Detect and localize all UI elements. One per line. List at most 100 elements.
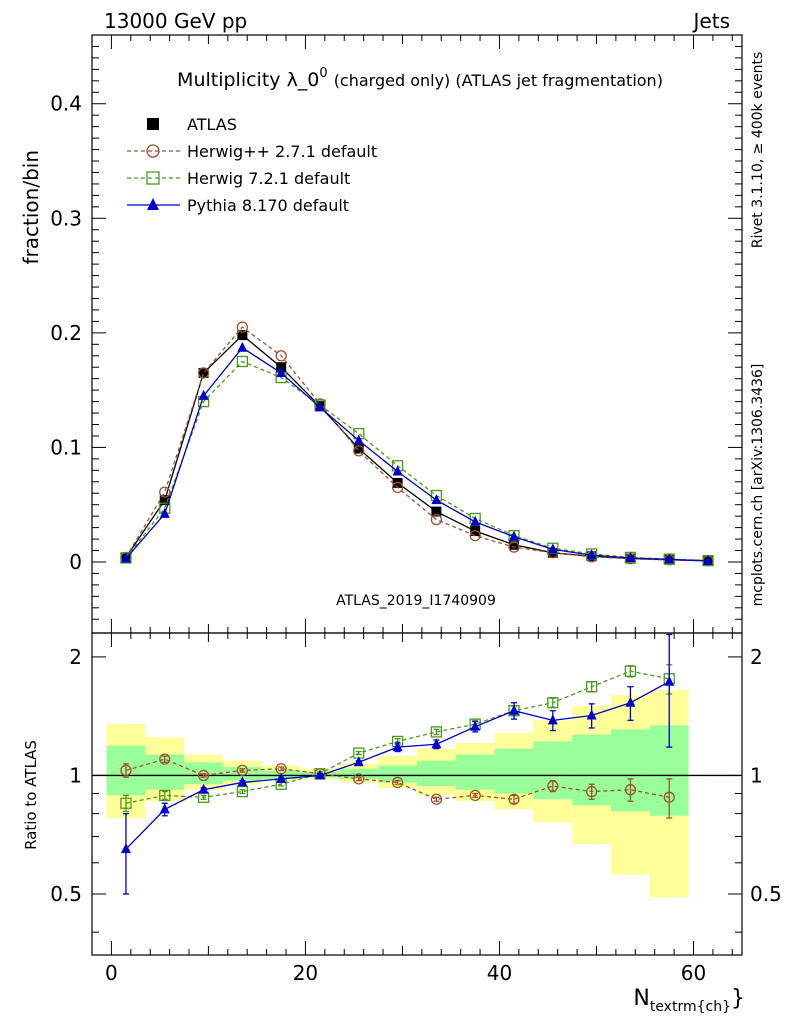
stat-uncertainty-band	[417, 760, 456, 787]
ratio-point	[392, 741, 403, 752]
title-sup: 0	[319, 66, 327, 81]
main-y-tick-label: 0.1	[50, 435, 82, 459]
ratio-point	[353, 773, 365, 785]
ratio-y-tick-label-right: 2	[750, 645, 763, 669]
legend-marker	[146, 144, 160, 158]
ratio-point	[663, 791, 675, 803]
ratio-point	[625, 696, 636, 707]
data-point	[120, 552, 131, 563]
ratio-series-line	[125, 758, 670, 800]
data-point	[237, 341, 248, 352]
data-point	[586, 549, 597, 560]
title-main: Multiplicity λ_0	[177, 69, 319, 91]
legend-label: Pythia 8.170 default	[187, 196, 349, 215]
ratio-point	[314, 769, 325, 780]
main-panel: 00.10.20.30.4 Multiplicity λ_00 (charged …	[19, 34, 743, 634]
legend-marker	[147, 198, 159, 210]
data-point	[430, 513, 443, 526]
ratio-point	[547, 780, 559, 792]
ratio-y-tick-label: 1	[69, 763, 82, 787]
data-point	[509, 530, 520, 541]
xlabel-close: }	[731, 986, 745, 1011]
main-y-tick-label: 0.3	[50, 206, 82, 230]
series-line	[125, 360, 709, 562]
series-pythia-8-170-default	[120, 341, 714, 565]
data-point	[392, 465, 403, 476]
ratio-point	[159, 789, 171, 802]
x-tick-label: 60	[681, 961, 706, 985]
data-point	[431, 494, 442, 505]
ratio-point	[236, 785, 249, 798]
data-point	[469, 529, 481, 542]
ratio-point	[276, 772, 287, 783]
ratio-point	[585, 681, 598, 693]
ratio-point	[469, 789, 481, 802]
ratio-point	[585, 785, 598, 798]
ratio-plot-area: 0 20 40 60 0.5 0.5 1 1 2 2	[50, 633, 782, 985]
mcplots-label: mcplots.cern.ch [arXiv:1306.3436]	[750, 364, 766, 607]
legend-label: Herwig 7.2.1 default	[187, 169, 350, 188]
ratio-point	[120, 843, 131, 854]
legend-label: Herwig++ 2.7.1 default	[187, 142, 377, 161]
data-point	[509, 539, 520, 550]
series-line	[125, 346, 709, 562]
data-point	[625, 551, 636, 562]
data-point	[547, 543, 558, 554]
data-point	[236, 355, 249, 368]
ratio-panel: 0 20 40 60 0.5 0.5 1 1 2 2 Ratio to ATLAS Ntextrm…	[22, 632, 782, 1015]
xlabel-main: N	[633, 986, 649, 1011]
ratio-ylabel: Ratio to ATLAS	[22, 740, 40, 850]
ratio-point	[547, 697, 559, 709]
main-title: Multiplicity λ_00 (charged only) (ATLAS j…	[177, 66, 663, 91]
ratio-point	[237, 776, 248, 787]
legend: ATLAS Herwig++ 2.7.1 default Herwig 7.2.1 …	[127, 115, 377, 215]
ratio-point	[430, 726, 443, 738]
ratio-point	[391, 776, 404, 789]
legend-label: ATLAS	[187, 115, 237, 134]
ratio-point	[470, 720, 481, 731]
ratio-y-tick-label-right: 1	[750, 763, 763, 787]
series-herwig-2-7-1-default	[120, 321, 714, 567]
ratio-y-tick-label: 2	[69, 645, 82, 669]
ratio-frame	[91, 632, 743, 956]
data-point	[508, 541, 520, 553]
ratio-point	[353, 756, 364, 767]
data-point	[198, 389, 209, 400]
ratio-point	[586, 709, 597, 720]
ratio-y-tick-label-right: 0.5	[750, 882, 782, 906]
ratio-point	[547, 714, 558, 725]
data-point	[431, 506, 442, 517]
ratio-point	[624, 665, 637, 677]
ratio-point	[198, 783, 209, 794]
data-point	[198, 367, 209, 378]
series-line	[125, 334, 709, 562]
main-ylabel: fraction/bin	[19, 150, 43, 265]
data-point	[197, 367, 210, 379]
data-point	[664, 553, 675, 564]
data-point	[159, 507, 170, 518]
legend-item-herwig-2-7-1-default: Herwig++ 2.7.1 default	[127, 142, 377, 161]
ratio-point	[508, 793, 520, 805]
ratio-series-pythia-8-170-default	[120, 633, 675, 895]
legend-item-herwig-7-2-1-default: Herwig 7.2.1 default	[127, 169, 350, 188]
data-point	[159, 495, 170, 506]
data-point	[314, 401, 325, 412]
data-point	[703, 554, 714, 565]
ratio-point	[664, 675, 675, 686]
legend-item-pythia-8-170-default: Pythia 8.170 default	[127, 196, 349, 215]
main-y-tick-label: 0.4	[50, 92, 82, 116]
ratio-y-tick-label: 0.5	[50, 882, 82, 906]
data-point	[236, 321, 249, 333]
ratio-point	[509, 704, 520, 715]
x-tick-label: 20	[293, 961, 318, 985]
ratio-point	[120, 797, 132, 809]
xlabel-sub: textrm{ch}	[650, 999, 731, 1015]
ratio-point	[430, 793, 443, 805]
data-point	[275, 350, 287, 362]
watermark: ATLAS_2019_I1740909	[336, 593, 496, 609]
x-tick-label: 40	[487, 961, 512, 985]
ratio-point	[120, 764, 132, 777]
data-point	[391, 481, 404, 494]
ratio-point	[236, 764, 249, 777]
